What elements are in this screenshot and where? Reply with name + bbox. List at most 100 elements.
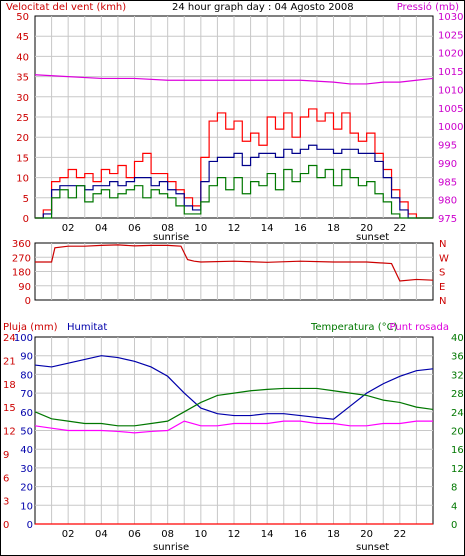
- pressure-tick-label: 1030: [438, 12, 463, 23]
- pressure-tick-label: 1010: [438, 85, 463, 96]
- wind-speed-tick-label: 20: [16, 133, 29, 144]
- humidity-tick-label: 70: [20, 389, 33, 400]
- direction-tick-label: 0: [25, 296, 31, 307]
- chart-title: 24 hour graph day : 04 Agosto 2008: [172, 2, 354, 13]
- temperature-tick-label: 4: [451, 501, 457, 512]
- pressure-tick-label: 1005: [438, 104, 463, 115]
- speed-line: [35, 144, 433, 219]
- temperature-axis-title: Temperatura (°C): [310, 322, 398, 333]
- humidity-tick-label: 50: [20, 427, 33, 438]
- temperature-tick-label: 0: [451, 520, 457, 531]
- direction-tick-label: 90: [18, 282, 31, 293]
- pressure-tick-label: 1020: [438, 49, 463, 60]
- humidity-tick-label: 20: [20, 483, 33, 494]
- humidity-tick-label: 10: [20, 501, 33, 512]
- pressure-tick-label: 1025: [438, 30, 463, 41]
- hour-tick-label-bottom: 02: [62, 529, 75, 540]
- humidity-tick-label: 60: [20, 408, 33, 419]
- wind-speed-tick-label: 0: [23, 214, 29, 225]
- wind-speed-tick-label: 40: [16, 52, 29, 63]
- hour-tick-label-top: 22: [393, 223, 406, 234]
- wind-direction-line: [35, 244, 434, 282]
- humidity-tick-label: 80: [20, 370, 33, 381]
- hour-tick-label-top: 04: [95, 223, 108, 234]
- pressure-tick-label: 985: [438, 177, 457, 188]
- rain-tick-label: 21: [3, 356, 16, 367]
- rain-tick-label: 3: [3, 497, 9, 508]
- temperature-tick-label: 20: [451, 427, 464, 438]
- sunset-label-top: sunset: [356, 232, 389, 243]
- hour-tick-label-bottom: 12: [228, 529, 241, 540]
- wind-speed-tick-label: 5: [23, 194, 29, 205]
- pressure-tick-label: 975: [438, 214, 457, 225]
- temperature-tick-label: 8: [451, 483, 457, 494]
- compass-tick-label: N: [439, 239, 446, 250]
- rain-tick-label: 12: [3, 427, 16, 438]
- temperature-tick-label: 12: [451, 464, 464, 475]
- rain-tick-label: 9: [3, 450, 9, 461]
- pressure-tick-label: 990: [438, 159, 457, 170]
- wind-speed-tick-label: 35: [16, 73, 29, 84]
- wind-speed-tick-label: 50: [16, 12, 29, 23]
- direction-tick-label: 180: [12, 268, 31, 279]
- hour-tick-label-bottom: 16: [294, 529, 307, 540]
- humidity-tick-label: 30: [20, 464, 33, 475]
- hour-tick-label-bottom: 06: [128, 529, 141, 540]
- wind-speed-tick-label: 30: [16, 93, 29, 104]
- rain-tick-label: 15: [3, 403, 16, 414]
- gust-line: [35, 108, 433, 219]
- temperature-tick-label: 16: [451, 445, 464, 456]
- dewpoint-axis-title: Punt rosada: [390, 322, 449, 333]
- temperature-tick-label: 36: [451, 352, 464, 363]
- pressure-line: [34, 74, 434, 85]
- humidity-tick-label: 40: [20, 445, 33, 456]
- hour-tick-label-top: 16: [294, 223, 307, 234]
- wind-speed-axis-title: Velocitat del vent (kmh): [6, 2, 126, 13]
- hour-tick-label-top: 20: [360, 223, 373, 234]
- humidity-line: [34, 355, 434, 420]
- sunrise-label-top: sunrise: [153, 232, 189, 243]
- wind-speed-tick-label: 10: [16, 174, 29, 185]
- temperature-tick-label: 32: [451, 370, 464, 381]
- hour-tick-label-top: 18: [327, 223, 340, 234]
- compass-tick-label: E: [439, 282, 445, 293]
- rain-tick-label: 0: [3, 520, 9, 531]
- sunset-label-bottom: sunset: [356, 542, 389, 553]
- hour-tick-label-top: 14: [261, 223, 274, 234]
- humidity-tick-label: 90: [20, 352, 33, 363]
- pressure-tick-label: 995: [438, 141, 457, 152]
- humidity-axis-title: Humitat: [67, 322, 107, 333]
- wind-speed-tick-label: 25: [16, 113, 29, 124]
- hour-tick-label-top: 12: [228, 223, 241, 234]
- hour-tick-label-bottom: 04: [95, 529, 108, 540]
- hour-tick-label-bottom: 14: [261, 529, 274, 540]
- humidity-tick-label: 100: [14, 333, 33, 344]
- hour-tick-label-bottom: 18: [327, 529, 340, 540]
- compass-tick-label: W: [439, 253, 449, 264]
- hour-tick-label-bottom: 08: [161, 529, 174, 540]
- dewpoint-line: [34, 420, 433, 434]
- temperature-tick-label: 40: [451, 333, 464, 344]
- humidity-tick-label: 0: [27, 520, 33, 531]
- direction-tick-label: 270: [12, 253, 31, 264]
- pressure-tick-label: 1000: [438, 122, 463, 133]
- rain-tick-label: 18: [3, 380, 16, 391]
- temperature-tick-label: 28: [451, 389, 464, 400]
- hour-tick-label-top: 06: [128, 223, 141, 234]
- hour-tick-label-top: 08: [161, 223, 174, 234]
- pressure-axis-title: Pressió (mb): [397, 1, 459, 13]
- wind_avg-line: [35, 164, 433, 219]
- hour-tick-label-bottom: 10: [194, 529, 207, 540]
- compass-tick-label: N: [439, 296, 446, 307]
- direction-tick-label: 360: [12, 239, 31, 250]
- wind-speed-tick-label: 15: [16, 153, 29, 164]
- rain-tick-label: 6: [3, 473, 9, 484]
- sunrise-label-bottom: sunrise: [153, 542, 189, 553]
- hour-tick-label-top: 10: [194, 223, 207, 234]
- hour-tick-label-top: 02: [62, 223, 75, 234]
- wind-speed-tick-label: 45: [16, 32, 29, 43]
- pressure-tick-label: 1015: [438, 67, 463, 78]
- chart-marks-layer: 0510152025303540455097598098599099510001…: [3, 12, 464, 540]
